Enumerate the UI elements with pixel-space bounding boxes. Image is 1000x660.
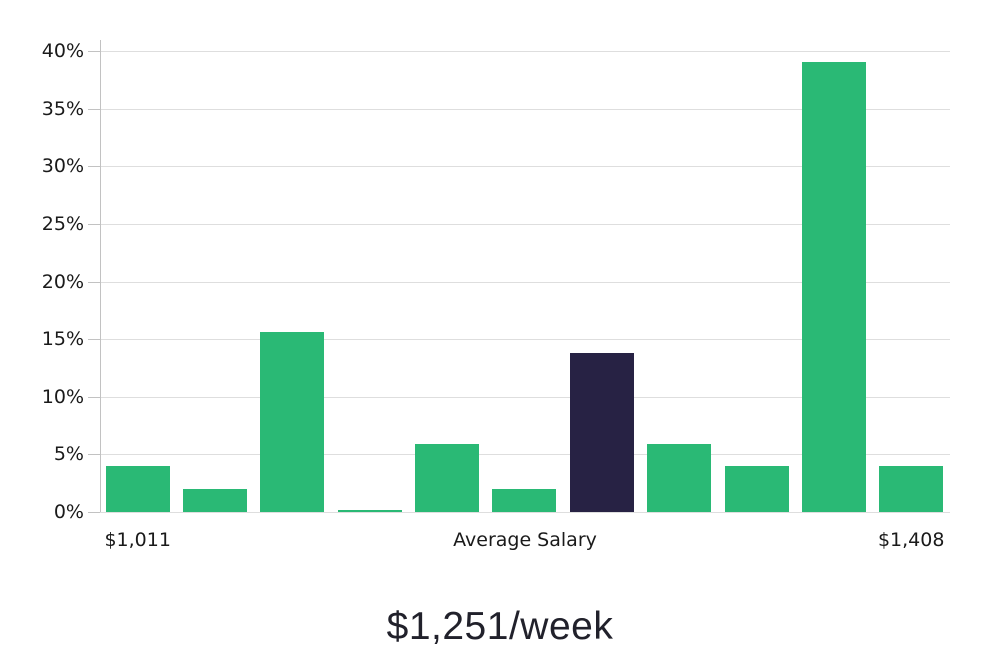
y-tick [88, 108, 100, 110]
y-tick-label: 10% [41, 385, 84, 408]
bar [801, 61, 866, 512]
y-tick-label: 20% [41, 270, 84, 293]
bar [337, 510, 402, 512]
y-tick [88, 281, 100, 283]
x-tick-label: $1,408 [877, 529, 945, 551]
gridline [100, 108, 950, 110]
gridline [100, 339, 950, 341]
gridline [100, 51, 950, 53]
y-tick [88, 339, 100, 341]
bar-highlighted-average [569, 353, 634, 512]
y-tick-label: 0% [53, 501, 84, 523]
gridline [100, 396, 950, 398]
bar [260, 332, 325, 512]
bar [879, 465, 944, 512]
y-tick [88, 166, 100, 168]
bar [183, 488, 248, 512]
y-tick [88, 454, 100, 456]
gridline [100, 281, 950, 283]
y-tick [88, 51, 100, 53]
bar [105, 465, 170, 512]
chart-title: $1,251/week [386, 605, 614, 648]
y-tick-label: 5% [53, 443, 84, 466]
bar [415, 444, 480, 512]
gridline [100, 166, 950, 168]
y-tick-label: 15% [41, 328, 84, 351]
y-tick [88, 512, 100, 513]
gridline [100, 224, 950, 225]
bar [724, 465, 789, 512]
y-tick [88, 396, 100, 398]
gridline [100, 454, 950, 456]
x-tick-label: $1,011 [104, 529, 171, 551]
bar [492, 488, 557, 512]
y-axis-line [100, 40, 101, 512]
y-tick-label: 40% [41, 40, 84, 63]
y-tick-label: 25% [41, 213, 84, 235]
y-tick-label: 30% [41, 155, 84, 178]
bar [647, 444, 712, 512]
y-tick [88, 224, 100, 225]
x-tick-label: Average Salary [453, 529, 597, 551]
y-tick-label: 35% [41, 97, 84, 120]
gridline [100, 512, 950, 513]
